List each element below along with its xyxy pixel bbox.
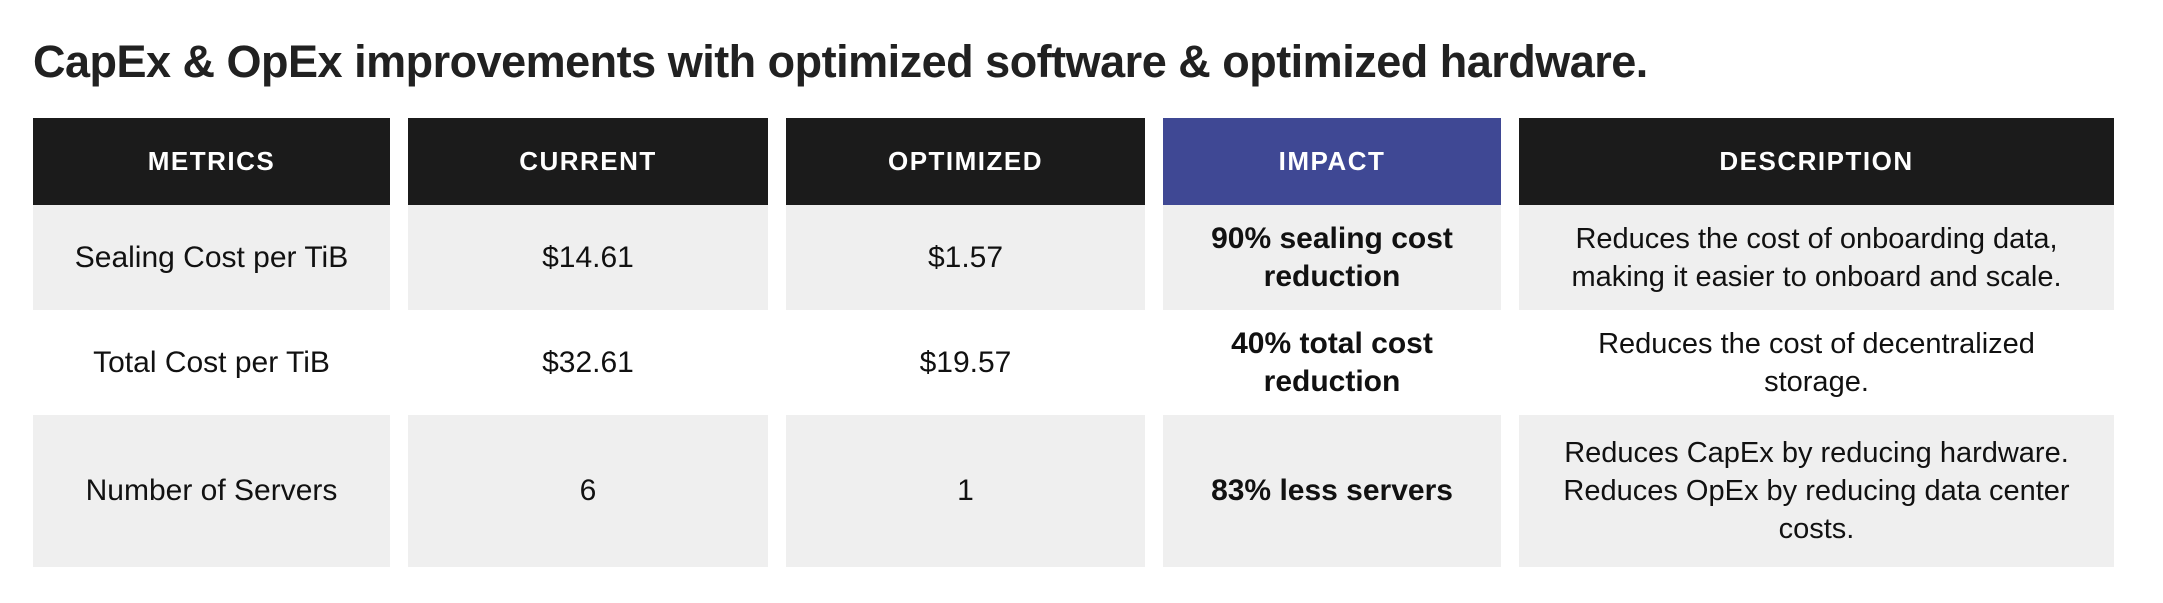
- cell-metric-row2: Total Cost per TiB: [33, 310, 390, 415]
- header-cell-optimized: OPTIMIZED: [786, 118, 1145, 205]
- cell-current-row3: 6: [408, 415, 768, 567]
- cell-impact-row2: 40% total cost reduction: [1163, 310, 1501, 415]
- page-title: CapEx & OpEx improvements with optimized…: [33, 36, 1648, 87]
- cell-optimized-row1: $1.57: [786, 205, 1145, 310]
- cell-current-row1: $14.61: [408, 205, 768, 310]
- cell-description-row3: Reduces CapEx by reducing hardware. Redu…: [1519, 415, 2114, 567]
- cell-description-row1: Reduces the cost of onboarding data, mak…: [1519, 205, 2114, 310]
- header-cell-current: CURRENT: [408, 118, 768, 205]
- cell-metric-row3: Number of Servers: [33, 415, 390, 567]
- cell-impact-row1: 90% sealing cost reduction: [1163, 205, 1501, 310]
- header-cell-description: DESCRIPTION: [1519, 118, 2114, 205]
- header-cell-metrics: METRICS: [33, 118, 390, 205]
- cell-description-row2: Reduces the cost of decentralized storag…: [1519, 310, 2114, 415]
- cell-impact-row3: 83% less servers: [1163, 415, 1501, 567]
- cell-metric-row1: Sealing Cost per TiB: [33, 205, 390, 310]
- cell-optimized-row2: $19.57: [786, 310, 1145, 415]
- cell-current-row2: $32.61: [408, 310, 768, 415]
- header-cell-impact: IMPACT: [1163, 118, 1501, 205]
- cell-optimized-row3: 1: [786, 415, 1145, 567]
- metrics-table: METRICS CURRENT OPTIMIZED IMPACT DESCRIP…: [33, 118, 2114, 567]
